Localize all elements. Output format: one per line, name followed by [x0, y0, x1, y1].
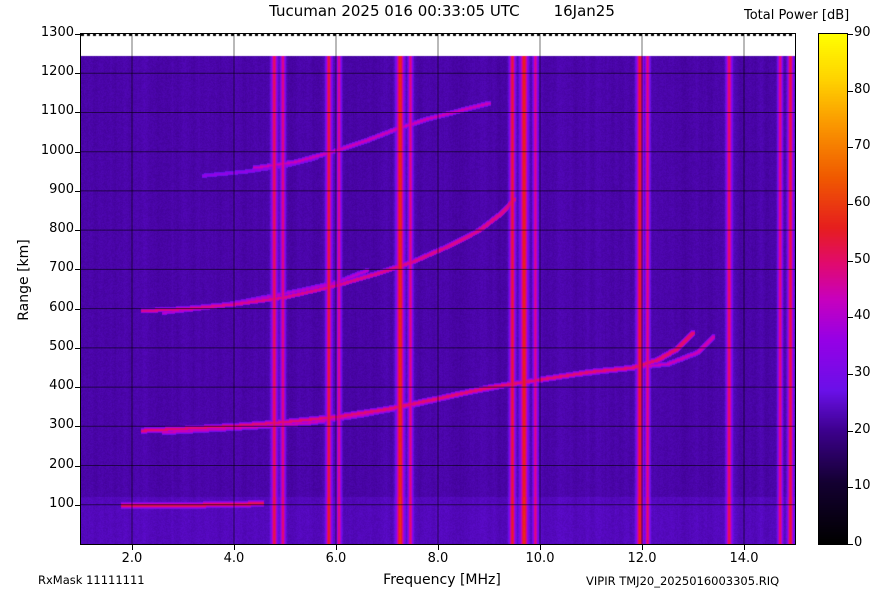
y-tick-mark — [75, 190, 80, 192]
colorbar-tick-label: 80 — [854, 81, 871, 97]
colorbar-tick-mark — [848, 90, 853, 92]
colorbar-tick-mark — [848, 204, 853, 205]
colorbar-title: Total Power [dB] — [744, 8, 850, 23]
y-tick-label: 1300 — [40, 25, 74, 40]
colorbar-tick-mark — [848, 147, 853, 149]
y-tick-mark — [75, 465, 80, 467]
y-tick-label: 400 — [49, 378, 74, 394]
x-tick-label: 4.0 — [223, 551, 245, 566]
x-tick-label: 12.0 — [627, 551, 657, 566]
colorbar-tick-mark — [848, 430, 853, 432]
x-tick-mark — [540, 545, 541, 550]
colorbar-tick-mark — [848, 317, 853, 319]
y-tick-label: 600 — [49, 299, 74, 315]
y-tick-label: 300 — [49, 417, 74, 433]
y-tick-label: 900 — [49, 181, 74, 197]
x-axis-label: Frequency [MHz] — [383, 572, 501, 588]
y-tick-mark — [75, 34, 80, 35]
title-date: 16Jan25 — [553, 2, 615, 20]
y-tick-label: 700 — [49, 260, 74, 276]
x-tick-mark — [234, 545, 235, 550]
y-tick-label: 100 — [49, 495, 74, 511]
y-tick-label: 1000 — [40, 142, 74, 158]
colorbar-canvas — [819, 34, 847, 544]
y-tick-mark — [75, 230, 80, 232]
colorbar-tick-mark — [848, 260, 853, 262]
x-tick-mark — [132, 545, 133, 550]
plot-gridlines — [80, 33, 796, 545]
y-tick-mark — [75, 387, 80, 389]
colorbar-tick-mark — [848, 487, 853, 489]
y-tick-mark — [75, 151, 80, 153]
y-tick-mark — [75, 73, 80, 75]
x-tick-label: 6.0 — [325, 551, 347, 566]
y-tick-label: 500 — [49, 338, 74, 354]
colorbar-tick-label: 20 — [854, 421, 871, 437]
y-tick-label: 1100 — [40, 103, 74, 119]
y-tick-label: 800 — [49, 221, 74, 237]
colorbar — [818, 33, 848, 545]
x-tick-label: 14.0 — [729, 551, 759, 566]
x-tick-mark — [336, 545, 337, 550]
y-tick-label: 200 — [49, 456, 74, 472]
colorbar-tick-label: 40 — [854, 308, 871, 324]
y-tick-mark — [75, 504, 80, 506]
y-tick-mark — [75, 269, 80, 271]
x-tick-label: 2.0 — [121, 551, 143, 566]
x-tick-mark — [744, 545, 745, 550]
source-file-label: VIPIR TMJ20_2025016003305.RIQ — [586, 574, 780, 588]
y-tick-mark — [75, 112, 80, 114]
x-tick-mark — [438, 545, 439, 550]
x-tick-label: 10.0 — [525, 551, 555, 566]
y-tick-label: 1200 — [40, 64, 74, 80]
y-tick-mark — [75, 426, 80, 428]
colorbar-tick-label: 60 — [854, 195, 871, 210]
rxmask-label: RxMask 11111111 — [38, 573, 145, 587]
title-site-time: Tucuman 2025 016 00:33:05 UTC — [269, 2, 520, 20]
chart-title: Tucuman 2025 016 00:33:05 UTC 16Jan25 — [0, 2, 884, 20]
y-tick-mark — [75, 347, 80, 349]
x-tick-mark — [642, 545, 643, 550]
colorbar-tick-label: 10 — [854, 478, 871, 494]
y-tick-mark — [75, 308, 80, 310]
colorbar-tick-mark — [848, 544, 853, 545]
colorbar-tick-label: 50 — [854, 251, 871, 267]
y-axis-label: Range [km] — [16, 239, 32, 321]
x-tick-label: 8.0 — [427, 551, 449, 566]
colorbar-tick-label: 30 — [854, 365, 871, 380]
colorbar-tick-label: 70 — [854, 138, 871, 154]
colorbar-tick-label: 0 — [854, 535, 863, 550]
colorbar-tick-mark — [848, 34, 853, 35]
colorbar-tick-mark — [848, 374, 853, 375]
colorbar-tick-label: 90 — [854, 25, 871, 40]
